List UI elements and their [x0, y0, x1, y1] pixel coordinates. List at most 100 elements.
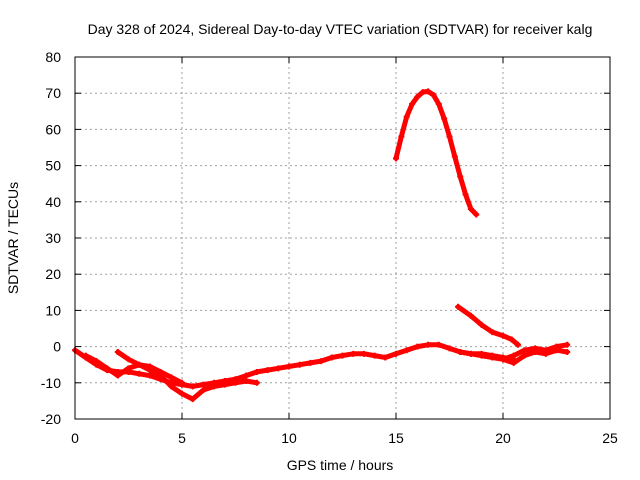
data-point: [467, 206, 474, 213]
y-tick-label: 20: [45, 266, 61, 282]
data-point: [114, 372, 121, 379]
data-point: [243, 372, 250, 379]
data-point: [414, 93, 421, 100]
data-point: [435, 341, 442, 348]
data-point: [489, 354, 496, 361]
series-5: [500, 341, 571, 363]
data-point: [521, 347, 528, 354]
data-point: [136, 370, 143, 377]
data-point: [328, 354, 335, 361]
x-tick-label: 10: [281, 430, 297, 446]
y-axis-label: SDTVAR / TECUs: [5, 182, 21, 294]
data-point: [478, 321, 485, 328]
data-point: [189, 396, 196, 403]
data-point: [264, 367, 271, 374]
series-line: [393, 88, 479, 217]
data-point: [403, 113, 410, 120]
data-point: [564, 341, 571, 348]
data-point: [179, 390, 185, 397]
data-point: [125, 365, 132, 372]
x-tick-label: 25: [602, 430, 618, 446]
data-point: [168, 383, 175, 390]
data-point: [409, 101, 416, 108]
data-point: [360, 350, 367, 357]
data-point: [403, 347, 410, 354]
data-point: [478, 352, 485, 359]
data-point: [318, 358, 325, 365]
data-point: [286, 363, 292, 370]
axis-ticks: 0 5 10 15 20 25 -20 -10 0 10 20 30 40 50 60 70 80: [41, 49, 618, 446]
data-point: [275, 365, 282, 372]
y-tick-label: 10: [45, 302, 61, 318]
data-point: [393, 350, 399, 357]
y-tick-label: -20: [41, 411, 61, 427]
data-point: [564, 349, 571, 356]
data-point: [168, 374, 175, 381]
data-point: [200, 387, 207, 394]
data-point: [114, 349, 121, 356]
data-point: [467, 350, 474, 357]
data-point: [510, 359, 517, 366]
data-point: [253, 368, 260, 375]
data-point: [339, 352, 346, 359]
chart-title: Day 328 of 2024, Sidereal Day-to-day VTE…: [88, 21, 593, 37]
data-point: [446, 133, 453, 140]
data-point: [521, 352, 528, 359]
data-point: [514, 341, 521, 348]
data-point: [371, 352, 378, 359]
data-point: [508, 336, 515, 343]
data-point: [457, 173, 464, 180]
y-tick-label: 30: [45, 230, 61, 246]
data-point: [419, 89, 426, 96]
data-point: [462, 191, 469, 198]
data-point: [200, 381, 207, 388]
x-tick-label: 5: [178, 430, 186, 446]
data-point: [104, 365, 111, 372]
data-point: [553, 343, 560, 350]
data-point: [425, 341, 432, 348]
data-point: [136, 361, 143, 368]
data-point: [393, 155, 399, 162]
data-point: [243, 377, 250, 384]
data-point: [510, 352, 517, 359]
data-point: [146, 363, 153, 370]
data-point: [473, 211, 480, 218]
x-tick-label: 20: [495, 430, 511, 446]
data-point: [500, 356, 506, 363]
data-point: [414, 343, 421, 350]
data-point: [221, 381, 228, 388]
data-point: [82, 352, 89, 359]
data-point: [455, 303, 462, 310]
data-point: [211, 383, 218, 390]
grid: [75, 57, 610, 419]
y-tick-label: 80: [45, 49, 61, 65]
data-point: [457, 349, 464, 356]
data-point: [532, 345, 539, 352]
data-point: [189, 383, 196, 390]
data-point: [446, 345, 453, 352]
x-axis-label: GPS time / hours: [287, 457, 394, 473]
y-tick-label: 60: [45, 121, 61, 137]
data-series: [72, 88, 571, 403]
x-tick-label: 0: [71, 430, 79, 446]
data-point: [179, 379, 185, 386]
data-point: [157, 368, 164, 375]
data-point: [435, 101, 442, 108]
data-point: [467, 312, 474, 319]
data-point: [296, 361, 303, 368]
series-7: [455, 303, 521, 348]
y-tick-label: 50: [45, 158, 61, 174]
data-point: [232, 379, 239, 386]
y-tick-label: 70: [45, 85, 61, 101]
y-tick-label: 0: [53, 339, 61, 355]
data-point: [146, 372, 153, 379]
series-3: [114, 349, 185, 386]
data-point: [93, 358, 100, 365]
data-point: [489, 329, 496, 336]
data-point: [398, 133, 405, 140]
data-point: [441, 115, 448, 122]
data-point: [425, 88, 432, 95]
data-point: [125, 356, 132, 363]
x-tick-label: 15: [388, 430, 404, 446]
